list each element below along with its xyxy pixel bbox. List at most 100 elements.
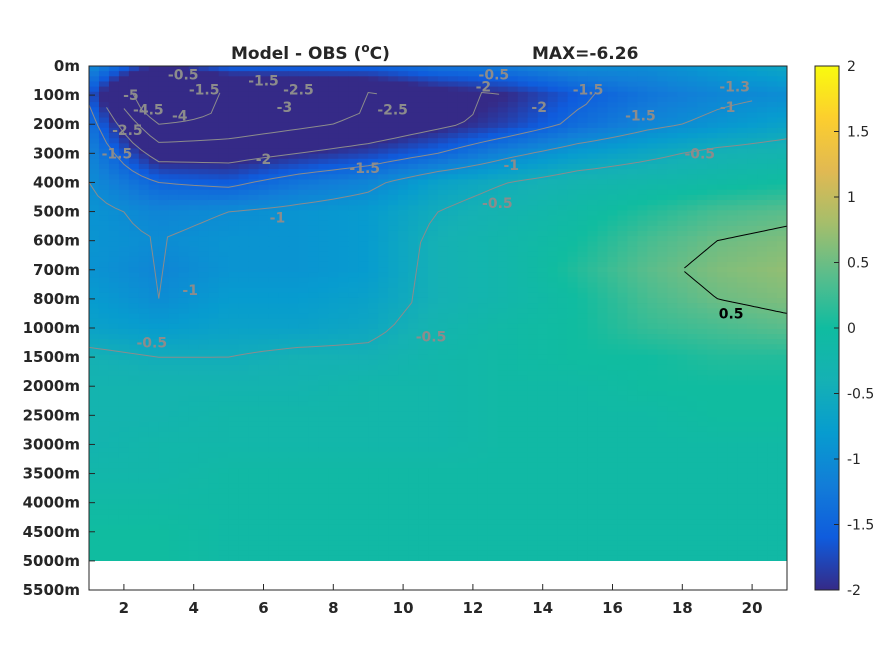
heatmap-cell [318,112,329,119]
heatmap-cell [577,287,589,294]
heatmap-cell [398,421,409,428]
heatmap-cell [218,91,230,98]
heatmap-cell [557,272,569,278]
heatmap-cell [587,308,599,315]
heatmap-cell [128,189,140,196]
heatmap-cell [477,76,489,83]
heatmap-cell [737,292,748,299]
heatmap-cell [418,406,429,412]
heatmap-cell [198,112,210,119]
heatmap-cell [747,401,758,407]
heatmap-cell [727,416,738,423]
heatmap-cell [597,344,609,351]
heatmap-cell [408,76,419,83]
heatmap-cell [338,76,349,83]
heatmap-cell [557,344,569,351]
heatmap-cell [128,328,140,335]
heatmap-cell [208,339,220,345]
heatmap-cell [487,277,499,284]
heatmap-cell [298,287,309,294]
heatmap-cell [338,169,349,175]
heatmap-cell [667,220,678,227]
heatmap-cell [597,292,609,299]
heatmap-cell [497,133,509,139]
heatmap-cell [318,364,329,371]
heatmap-cell [418,246,429,253]
heatmap-cell [378,143,389,150]
heatmap-cell [388,313,399,320]
heatmap-cell [627,421,639,428]
heatmap-cell [398,107,409,113]
heatmap-cell [637,339,648,345]
heatmap-cell [298,318,309,325]
heatmap-cell [667,406,678,412]
heatmap-cell [527,179,539,186]
heatmap-cell [398,225,409,232]
heatmap-cell [617,91,629,98]
heatmap-cell [517,359,529,366]
heatmap-cell [467,122,479,129]
heatmap-cell [757,112,768,119]
heatmap-cell [567,344,579,351]
heatmap-cell [587,261,599,268]
heatmap-cell [348,200,359,206]
heatmap-cell [418,334,429,340]
heatmap-cell [547,297,559,304]
heatmap-cell [428,411,439,418]
heatmap-cell [767,339,778,345]
heatmap-cell [527,138,539,144]
heatmap-cell [198,148,210,155]
heatmap-cell [547,261,559,268]
heatmap-cell [358,303,369,309]
heatmap-cell [138,344,150,351]
heatmap-cell [737,76,748,83]
heatmap-cell [717,107,728,113]
heatmap-cell [757,138,768,144]
heatmap-cell [567,184,579,191]
heatmap-cell [438,334,449,340]
heatmap-cell [288,158,299,165]
heatmap-cell [557,220,569,227]
heatmap-cell [308,323,319,330]
heatmap-cell [477,246,489,253]
heatmap-cell [677,205,688,211]
heatmap-cell [507,127,519,134]
heatmap-cell [408,246,419,253]
heatmap-cell [358,236,369,242]
heatmap-cell [218,328,230,335]
heatmap-cell [637,117,648,124]
heatmap-cell [647,385,658,392]
heatmap-cell [637,313,648,320]
heatmap-cell [567,215,579,222]
heatmap-cell [318,385,329,392]
heatmap-cell [567,416,579,423]
heatmap-cell [288,297,299,304]
heatmap-cell [228,236,240,242]
heatmap-cell [737,328,748,335]
heatmap-cell [737,96,748,103]
heatmap-cell [537,303,549,309]
heatmap-cell [198,117,210,124]
heatmap-cell [98,406,110,412]
heatmap-cell [557,148,569,155]
heatmap-cell [148,86,160,93]
heatmap-cell [298,148,309,155]
heatmap-cell [687,91,698,98]
heatmap-cell [108,349,120,356]
heatmap-cell [248,158,260,165]
heatmap-cell [507,102,519,108]
heatmap-cell [368,236,379,242]
heatmap-cell [208,272,220,278]
heatmap-cell [487,370,499,376]
heatmap-cell [637,184,648,191]
heatmap-cell [537,158,549,165]
heatmap-cell [89,395,100,402]
heatmap-cell [477,194,489,201]
heatmap-cell [667,81,678,88]
heatmap-cell [148,122,160,129]
heatmap-cell [158,117,170,124]
heatmap-cell [467,421,479,428]
heatmap-cell [318,406,329,412]
heatmap-cell [378,107,389,113]
heatmap-cell [108,375,120,382]
